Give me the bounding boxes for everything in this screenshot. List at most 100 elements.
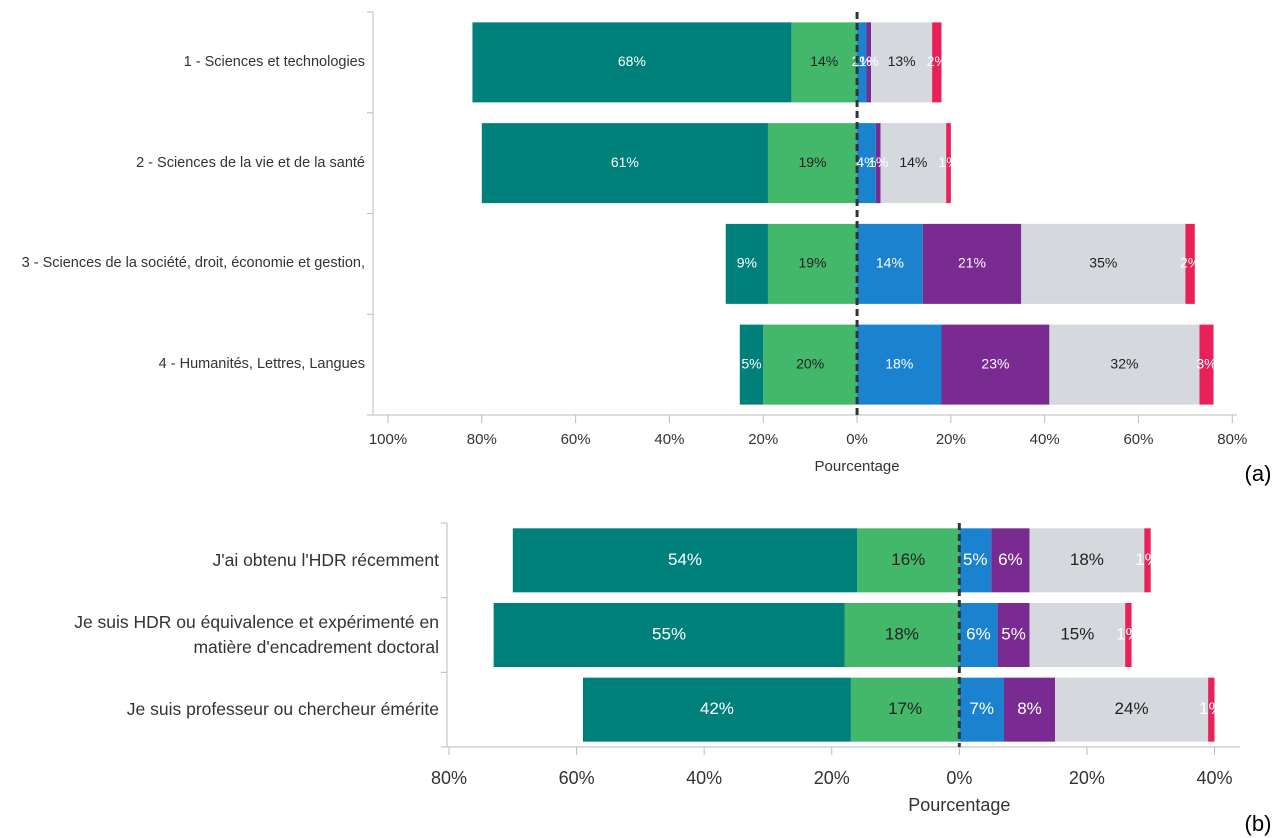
value-label: 6% xyxy=(966,624,991,643)
bar-segment xyxy=(1029,603,1126,667)
value-label: 2% xyxy=(1180,255,1200,271)
bar-segment xyxy=(739,324,764,405)
bar-segment xyxy=(875,123,881,204)
x-tick-label: 60% xyxy=(1123,431,1153,448)
bar-segment xyxy=(472,22,792,103)
value-label: 8% xyxy=(1017,699,1042,718)
x-tick-label: 40% xyxy=(1196,768,1232,788)
value-label: 5% xyxy=(741,355,761,371)
value-label: 1% xyxy=(938,154,958,170)
x-tick-label: 100% xyxy=(369,431,407,448)
bar-segment xyxy=(763,324,858,405)
value-label: 7% xyxy=(969,699,994,718)
bar-segment xyxy=(880,123,947,204)
bar-segment xyxy=(767,223,858,304)
bar-segment xyxy=(1029,528,1145,593)
bar-segment xyxy=(791,22,858,103)
value-label: 5% xyxy=(963,550,988,569)
bar-segment xyxy=(1144,528,1151,593)
value-label: 20% xyxy=(796,355,824,371)
value-label: 19% xyxy=(798,255,826,271)
value-label: 2% xyxy=(927,53,947,69)
category-label: 1 - Sciences et technologies xyxy=(183,53,365,70)
bar-segment xyxy=(857,223,923,304)
bar-segment xyxy=(1055,677,1209,742)
bar-segment xyxy=(959,528,992,593)
value-label: 1% xyxy=(868,154,888,170)
bar-segment xyxy=(857,324,942,405)
value-label: 9% xyxy=(737,255,757,271)
bar-segment xyxy=(844,603,960,667)
bar-segment xyxy=(1208,677,1215,742)
bar-segment xyxy=(1003,677,1056,742)
x-tick-label: 20% xyxy=(814,768,850,788)
bar-segment xyxy=(857,22,867,103)
category-label: Je suis professeur ou chercheur émérite xyxy=(126,698,439,719)
bar-segment xyxy=(1125,603,1132,667)
bar-segment xyxy=(1021,223,1186,304)
bar-segment xyxy=(481,123,768,204)
value-label: 1% xyxy=(859,53,879,69)
category-label: 4 - Humanités, Lettres, Langues xyxy=(158,356,365,373)
value-label: 1% xyxy=(1199,699,1224,718)
bar-segment xyxy=(991,528,1030,593)
x-tick-label: 60% xyxy=(559,768,595,788)
bar-segment xyxy=(941,324,1050,405)
category-label: 3 - Sciences de la société, droit, écono… xyxy=(21,255,365,272)
value-label: 35% xyxy=(1089,255,1117,271)
category-label: 2 - Sciences de la vie et de la santé xyxy=(136,154,365,171)
x-tick-label: 80% xyxy=(467,431,497,448)
bar-segment xyxy=(946,123,951,204)
value-label: 14% xyxy=(810,53,838,69)
value-label: 42% xyxy=(700,699,734,718)
x-tick-label: 0% xyxy=(946,768,972,788)
value-label: 5% xyxy=(1001,624,1026,643)
value-label: 1% xyxy=(1116,624,1141,643)
value-label: 17% xyxy=(888,699,922,718)
bar-segment xyxy=(1049,324,1200,405)
bar-segment xyxy=(871,22,933,103)
bar-segment xyxy=(725,223,768,304)
value-label: 24% xyxy=(1115,699,1149,718)
category-label: J'ai obtenu l'HDR récemment xyxy=(212,549,440,570)
value-label: 1% xyxy=(1135,550,1160,569)
bar-segment xyxy=(922,223,1022,304)
value-label: 21% xyxy=(958,255,986,271)
x-tick-label: 20% xyxy=(1069,768,1105,788)
bar-segment xyxy=(959,677,1004,742)
x-tick-label: 40% xyxy=(1030,431,1060,448)
value-label: 4% xyxy=(856,154,876,170)
annotation: (a) xyxy=(1245,461,1272,486)
bar-segment xyxy=(866,22,872,103)
bar-segment xyxy=(767,123,858,204)
value-label: 55% xyxy=(652,624,686,643)
x-tick-label: 20% xyxy=(936,431,966,448)
bar-segment xyxy=(932,22,942,103)
x-axis-title: Pourcentage xyxy=(815,458,900,475)
bar-segment xyxy=(857,123,876,204)
annotation: (b) xyxy=(1245,811,1272,836)
bar-segment xyxy=(493,603,845,667)
value-label: 61% xyxy=(611,154,639,170)
x-tick-label: 0% xyxy=(846,431,868,448)
value-label: 14% xyxy=(899,154,927,170)
x-tick-label: 20% xyxy=(748,431,778,448)
value-label: 6% xyxy=(998,550,1023,569)
value-label: 18% xyxy=(885,355,913,371)
value-label: 68% xyxy=(618,53,646,69)
bar-segment xyxy=(959,603,998,667)
value-label: 14% xyxy=(876,255,904,271)
value-label: 19% xyxy=(798,154,826,170)
bar-segment xyxy=(1199,324,1214,405)
x-tick-label: 60% xyxy=(561,431,591,448)
bar-segment xyxy=(850,677,960,742)
value-label: 13% xyxy=(888,53,916,69)
x-tick-label: 40% xyxy=(686,768,722,788)
bar-segment xyxy=(512,528,858,593)
category-label: Je suis HDR ou équivalence et expériment… xyxy=(74,611,439,657)
x-tick-label: 80% xyxy=(431,768,467,788)
value-label: 15% xyxy=(1060,624,1094,643)
bar-segment xyxy=(997,603,1030,667)
value-label: 18% xyxy=(1070,550,1104,569)
